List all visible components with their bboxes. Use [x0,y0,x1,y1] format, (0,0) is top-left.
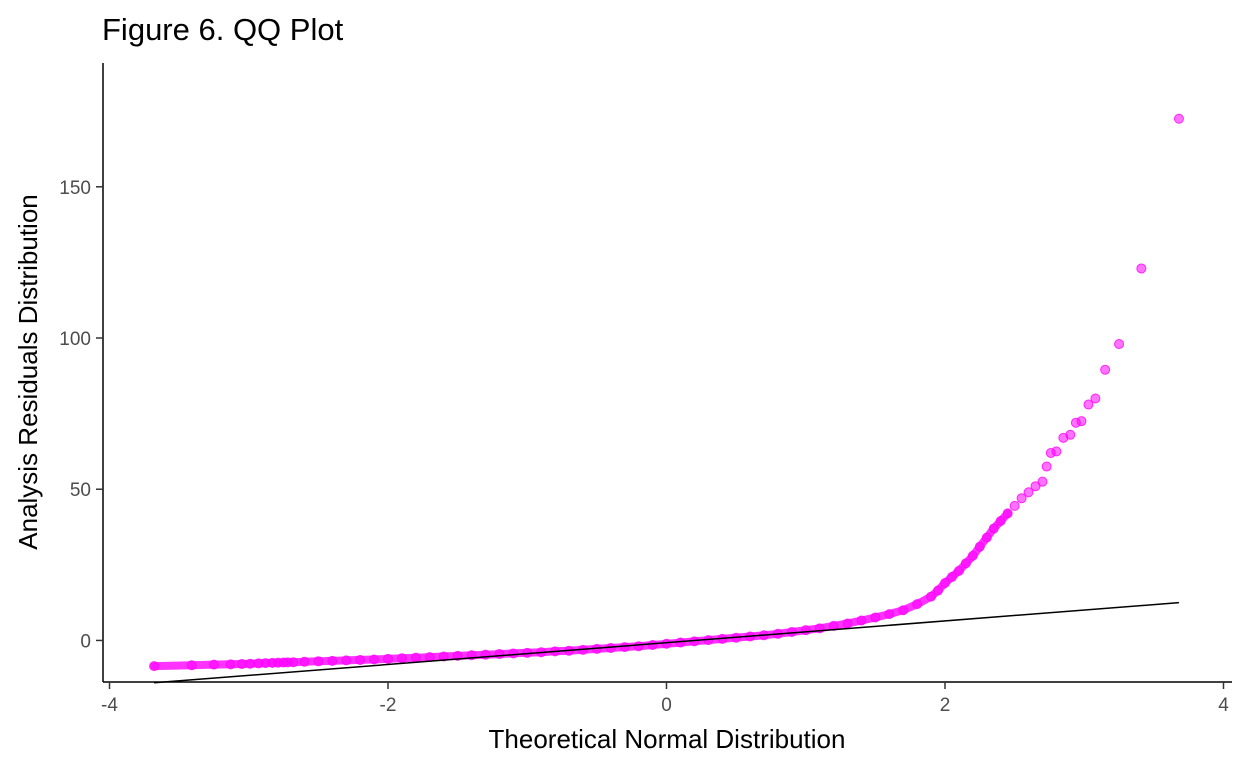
x-axis-ticks: -4 -2 0 2 4 [101,682,1229,716]
y-tick-label: 0 [80,631,91,652]
data-point [1076,416,1087,427]
data-point [1090,393,1101,404]
data-point [1114,339,1125,350]
data-point [1136,263,1147,274]
data-point [1173,113,1184,124]
y-tick-label: 50 [70,480,91,501]
data-point [1009,500,1020,511]
data-point [1051,446,1062,457]
x-tick-label: 0 [661,695,672,716]
y-axis-label: Analysis Residuals Distribution [13,194,43,549]
data-points [149,113,1184,672]
x-tick-label: -4 [101,695,118,716]
chart-title: Figure 6. QQ Plot [102,12,344,47]
y-tick-label: 150 [59,178,91,199]
data-point [1016,493,1027,504]
data-point [1100,364,1111,375]
x-tick-label: 4 [1218,695,1229,716]
dense-points-band [150,509,1012,671]
reference-line-group [154,601,1179,684]
y-tick-label: 100 [59,329,91,350]
data-point [1023,487,1034,498]
x-tick-label: -2 [380,695,397,716]
data-point [1037,476,1048,487]
x-axis-label: Theoretical Normal Distribution [489,724,846,754]
data-point [1083,399,1094,410]
data-point [1041,461,1052,472]
qq-reference-line [154,601,1179,684]
data-point [1065,429,1076,440]
x-tick-label: 2 [940,695,951,716]
data-point [1030,481,1041,492]
y-axis-ticks: 0 50 100 150 [59,178,103,652]
